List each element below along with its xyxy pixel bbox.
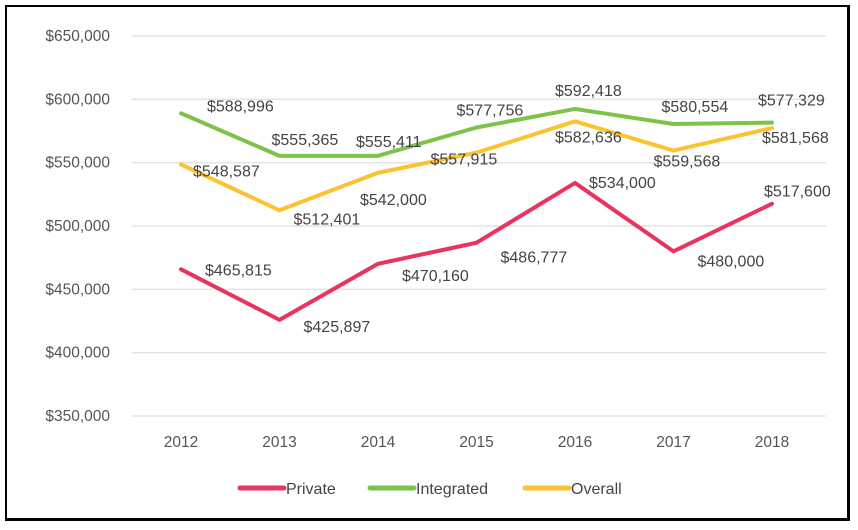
- y-tick-label: $550,000: [45, 155, 110, 172]
- legend-item-overall[interactable]: Overall: [522, 481, 622, 498]
- data-label-private: $517,600: [764, 184, 831, 201]
- x-tick-label: 2016: [558, 434, 592, 451]
- data-label-private: $470,160: [402, 268, 469, 285]
- x-axis: 2012 2013 2014 2015 2016 2017 2018: [164, 434, 789, 451]
- data-label-private: $534,000: [589, 175, 656, 192]
- data-label-overall: $559,568: [654, 154, 721, 171]
- legend-label: Overall: [571, 481, 622, 498]
- data-label-private: $486,777: [501, 250, 568, 267]
- data-label-integrated: $592,418: [555, 83, 622, 100]
- legend-item-integrated[interactable]: Integrated: [367, 481, 488, 498]
- data-label-overall: $512,401: [294, 211, 361, 228]
- legend-label: Integrated: [416, 481, 488, 498]
- data-label-integrated: $555,365: [272, 132, 339, 149]
- y-tick-label: $500,000: [45, 218, 110, 235]
- data-label-integrated: $588,996: [207, 98, 274, 115]
- y-tick-label: $350,000: [45, 408, 110, 425]
- data-label-overall: $582,636: [555, 129, 622, 146]
- data-label-private: $465,815: [205, 262, 272, 279]
- x-tick-label: 2015: [459, 434, 493, 451]
- x-tick-label: 2014: [361, 434, 396, 451]
- series-line-private: [179, 180, 774, 322]
- y-tick-label: $400,000: [45, 345, 110, 362]
- data-labels: $465,815 $425,897 $470,160 $486,777 $534,000…: [193, 83, 831, 336]
- y-tick-label: $600,000: [45, 91, 110, 108]
- data-label-integrated: $577,756: [457, 103, 524, 120]
- gridlines: [132, 35, 826, 417]
- data-label-integrated: $577,329: [758, 93, 825, 110]
- series-line-overall: [179, 119, 774, 213]
- x-tick-label: 2012: [164, 434, 198, 451]
- x-tick-label: 2018: [755, 434, 789, 451]
- y-tick-label: $650,000: [45, 28, 110, 45]
- y-axis: $350,000 $400,000 $450,000 $500,000 $550,000…: [45, 28, 110, 425]
- legend-item-private[interactable]: Private: [237, 481, 336, 498]
- data-label-overall: $542,000: [360, 192, 427, 209]
- legend: Private Integrated Overall: [237, 481, 622, 498]
- data-label-overall: $557,915: [431, 152, 498, 169]
- x-tick-label: 2017: [656, 434, 690, 451]
- data-label-private: $425,897: [304, 319, 371, 336]
- data-label-overall: $581,568: [762, 130, 829, 147]
- x-tick-label: 2013: [262, 434, 296, 451]
- legend-label: Private: [286, 481, 336, 498]
- data-label-integrated: $555,411: [356, 134, 422, 151]
- series-lines: [179, 106, 774, 322]
- data-label-overall: $548,587: [193, 163, 260, 180]
- y-tick-label: $450,000: [45, 281, 110, 298]
- chart-frame: [5, 5, 850, 521]
- data-label-integrated: $580,554: [662, 99, 729, 116]
- series-line-integrated: [179, 106, 774, 158]
- data-label-private: $480,000: [698, 253, 765, 270]
